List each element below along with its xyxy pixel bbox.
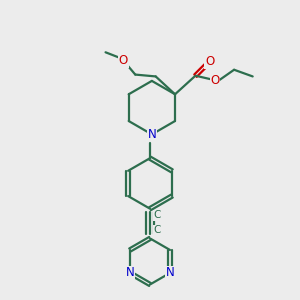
Text: O: O xyxy=(210,74,219,87)
Text: O: O xyxy=(205,55,214,68)
Text: N: N xyxy=(126,266,134,280)
Text: N: N xyxy=(148,128,156,141)
Text: C: C xyxy=(154,225,161,235)
Text: C: C xyxy=(154,210,161,220)
Text: N: N xyxy=(166,266,174,280)
Text: O: O xyxy=(119,54,128,67)
